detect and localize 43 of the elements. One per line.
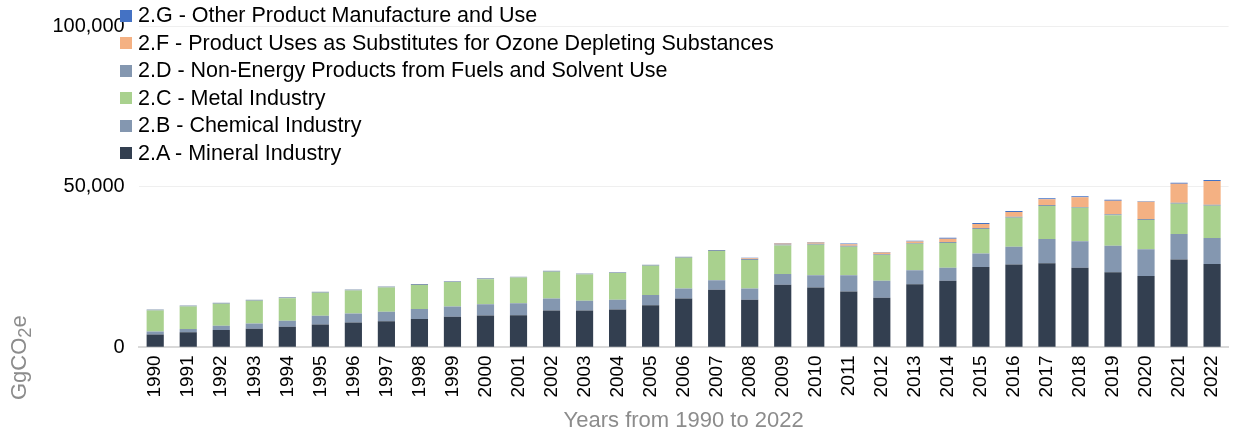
x-tick-label: 1990 — [143, 355, 165, 398]
x-tick-label: 1995 — [308, 355, 330, 398]
x-tick-label: 2002 — [539, 355, 561, 398]
legend-label: 2.D - Non-Energy Products from Fuels and Solvent Use — [138, 57, 668, 84]
legend-label: 2.G - Other Product Manufacture and Use — [138, 2, 538, 29]
x-tick-label: 1994 — [275, 354, 297, 398]
x-tick-label: 2019 — [1101, 355, 1123, 398]
x-tick-label: 1992 — [209, 355, 231, 398]
y-tick-label: 100,000 — [52, 13, 125, 36]
x-tick-label: 2016 — [1002, 355, 1024, 398]
x-tick-label: 2000 — [473, 355, 495, 398]
x-tick-label: 2015 — [969, 355, 991, 398]
x-tick-label: 2009 — [770, 355, 792, 398]
x-axis-title: Years from 1990 to 2022 — [563, 406, 804, 432]
x-tick-label: 2012 — [870, 355, 892, 398]
x-tick-label: 2011 — [837, 355, 859, 397]
legend-label: 2.A - Mineral Industry — [138, 139, 342, 167]
x-tick-label: 2003 — [572, 355, 594, 398]
legend-label: 2.C - Metal Industry — [138, 84, 326, 112]
legend-label: 2.B - Chemical Industry — [138, 112, 362, 139]
legend-label: 2.F - Product Uses as Substitutes for Ozone Depleting Substances — [138, 29, 774, 57]
x-tick-label: 2008 — [737, 355, 759, 398]
x-tick-label: 1998 — [407, 355, 429, 398]
x-tick-label: 1997 — [374, 355, 396, 398]
x-tick-label: 1991 — [176, 355, 198, 398]
x-tick-label: 1993 — [242, 355, 264, 398]
x-tick-label: 2020 — [1134, 355, 1156, 398]
x-tick-label: 1996 — [341, 355, 363, 398]
x-tick-label: 2021 — [1167, 355, 1189, 398]
x-tick-label: 2007 — [704, 355, 726, 398]
x-tick-label: 2010 — [803, 355, 825, 398]
x-tick-label: 2004 — [605, 354, 627, 398]
y-tick-label: 50,000 — [63, 174, 125, 197]
x-tick-label: 2006 — [671, 355, 693, 398]
x-tick-label: 2014 — [936, 354, 958, 398]
x-tick-label: 2017 — [1035, 355, 1057, 398]
x-tick-label: 2005 — [638, 355, 660, 398]
x-tick-label: 2013 — [903, 355, 925, 398]
x-tick-label: 2022 — [1200, 355, 1222, 398]
x-tick-label: 2001 — [506, 355, 528, 398]
y-tick-label: 0 — [113, 334, 125, 357]
x-tick-label: 1999 — [440, 355, 462, 398]
x-tick-label: 2018 — [1068, 355, 1090, 398]
